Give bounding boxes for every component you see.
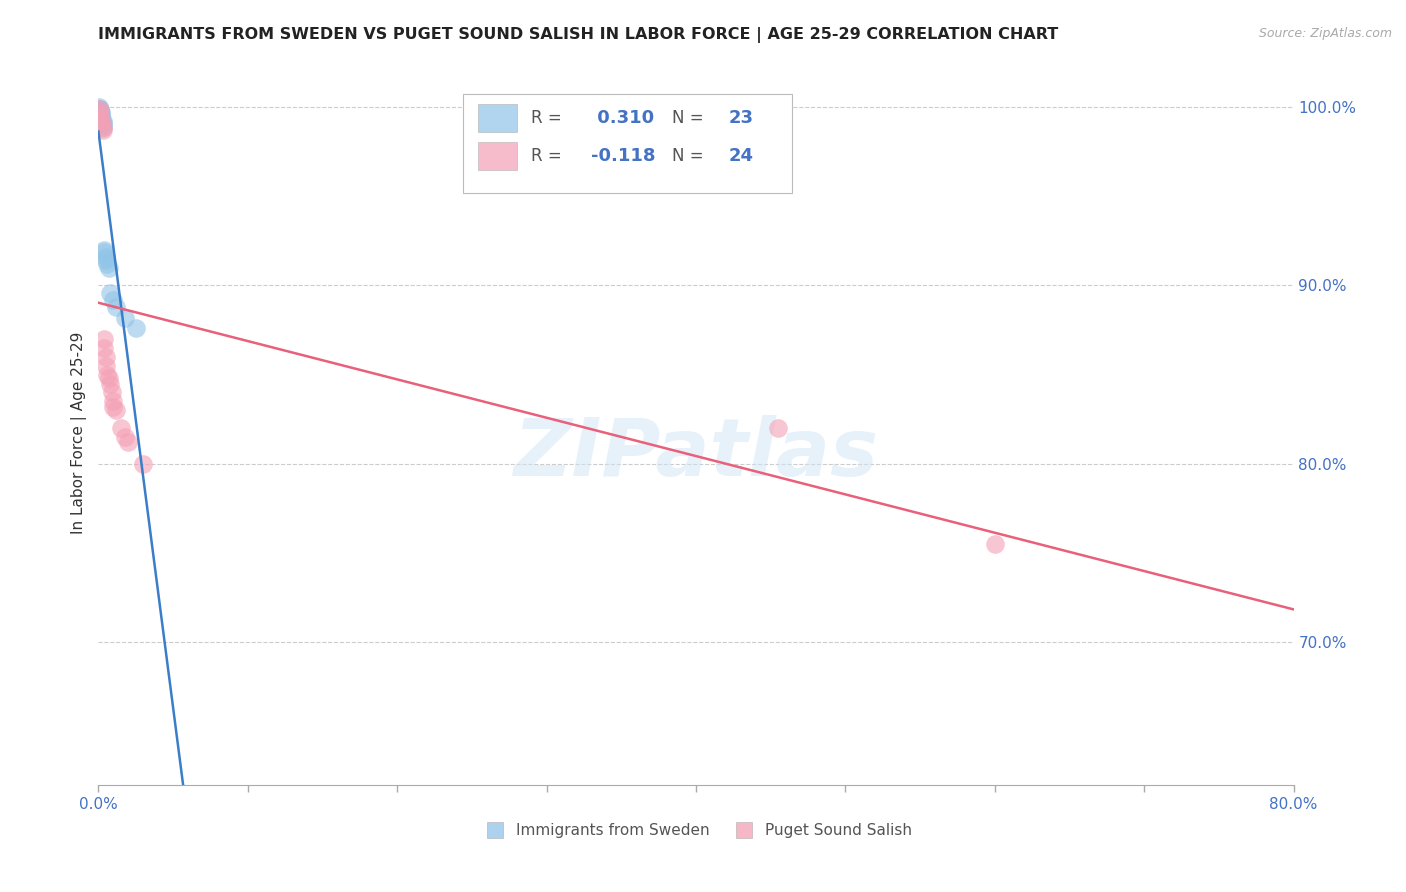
Point xyxy=(105,403,128,417)
Point xyxy=(91,118,114,132)
Point xyxy=(94,350,117,364)
Point xyxy=(103,293,125,307)
Text: R =: R = xyxy=(531,146,567,165)
Point xyxy=(117,435,139,450)
Point xyxy=(91,121,114,136)
Point xyxy=(93,243,115,257)
Point xyxy=(96,257,118,271)
Point xyxy=(90,111,112,125)
Point xyxy=(93,332,115,346)
Point xyxy=(105,300,128,314)
Text: ZIPatlas: ZIPatlas xyxy=(513,415,879,492)
Point xyxy=(90,105,112,120)
Point xyxy=(89,102,111,116)
Point xyxy=(89,100,111,114)
Point xyxy=(90,109,112,123)
Point xyxy=(98,285,122,300)
Point xyxy=(125,321,148,335)
FancyBboxPatch shape xyxy=(463,95,792,193)
Point xyxy=(114,310,136,325)
Point xyxy=(132,457,155,471)
Point xyxy=(101,385,124,400)
Point xyxy=(91,116,114,130)
FancyBboxPatch shape xyxy=(478,103,517,132)
Text: 24: 24 xyxy=(728,146,754,165)
Point xyxy=(96,368,118,382)
Text: 0.310: 0.310 xyxy=(591,109,654,127)
Point xyxy=(90,116,112,130)
Point xyxy=(93,341,115,355)
Point xyxy=(89,103,111,118)
Point xyxy=(97,371,120,385)
Point xyxy=(90,112,112,127)
Point xyxy=(94,359,117,373)
Point xyxy=(766,421,789,435)
Point xyxy=(114,430,136,444)
Point xyxy=(103,400,125,414)
Point xyxy=(94,250,117,264)
Text: 23: 23 xyxy=(728,109,754,127)
Point xyxy=(97,260,120,275)
Text: N =: N = xyxy=(672,146,709,165)
Point xyxy=(103,394,125,409)
Legend: Immigrants from Sweden, Puget Sound Salish: Immigrants from Sweden, Puget Sound Sali… xyxy=(474,817,918,844)
Point xyxy=(93,244,115,259)
Text: Source: ZipAtlas.com: Source: ZipAtlas.com xyxy=(1258,27,1392,40)
Point xyxy=(98,376,122,391)
Point xyxy=(91,123,114,137)
Point xyxy=(91,120,114,134)
Text: -0.118: -0.118 xyxy=(591,146,655,165)
Y-axis label: In Labor Force | Age 25-29: In Labor Force | Age 25-29 xyxy=(72,332,87,533)
Point xyxy=(91,114,114,128)
Point xyxy=(89,109,111,123)
Point xyxy=(90,107,112,121)
Point xyxy=(984,537,1007,551)
Point xyxy=(89,103,111,118)
Point xyxy=(89,102,111,116)
Text: IMMIGRANTS FROM SWEDEN VS PUGET SOUND SALISH IN LABOR FORCE | AGE 25-29 CORRELAT: IMMIGRANTS FROM SWEDEN VS PUGET SOUND SA… xyxy=(98,27,1059,43)
Point xyxy=(110,421,132,435)
Text: N =: N = xyxy=(672,109,709,127)
Text: R =: R = xyxy=(531,109,567,127)
FancyBboxPatch shape xyxy=(478,142,517,169)
Point xyxy=(94,253,117,268)
Point xyxy=(89,102,111,116)
